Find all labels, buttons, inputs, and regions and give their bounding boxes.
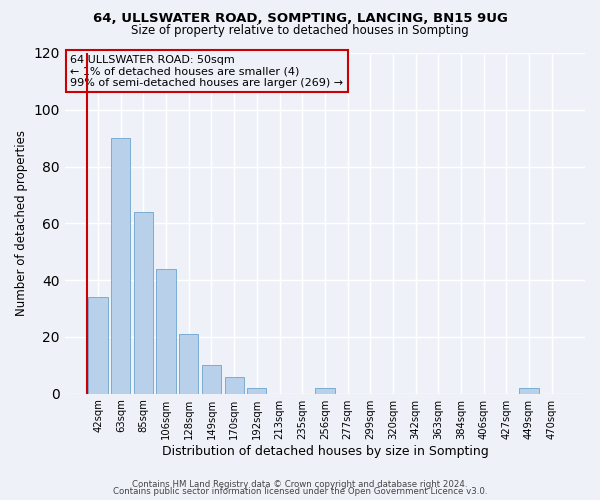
Bar — [224, 376, 244, 394]
Bar — [247, 388, 266, 394]
X-axis label: Distribution of detached houses by size in Sompting: Distribution of detached houses by size … — [161, 444, 488, 458]
Bar — [315, 388, 335, 394]
Text: Contains HM Land Registry data © Crown copyright and database right 2024.: Contains HM Land Registry data © Crown c… — [132, 480, 468, 489]
Bar — [157, 269, 176, 394]
Bar — [111, 138, 130, 394]
Bar — [134, 212, 153, 394]
Text: Size of property relative to detached houses in Sompting: Size of property relative to detached ho… — [131, 24, 469, 37]
Text: 64 ULLSWATER ROAD: 50sqm
← 1% of detached houses are smaller (4)
99% of semi-det: 64 ULLSWATER ROAD: 50sqm ← 1% of detache… — [70, 54, 343, 88]
Bar — [88, 297, 108, 394]
Y-axis label: Number of detached properties: Number of detached properties — [15, 130, 28, 316]
Text: 64, ULLSWATER ROAD, SOMPTING, LANCING, BN15 9UG: 64, ULLSWATER ROAD, SOMPTING, LANCING, B… — [92, 12, 508, 26]
Bar — [179, 334, 199, 394]
Text: Contains public sector information licensed under the Open Government Licence v3: Contains public sector information licen… — [113, 487, 487, 496]
Bar — [520, 388, 539, 394]
Bar — [202, 366, 221, 394]
